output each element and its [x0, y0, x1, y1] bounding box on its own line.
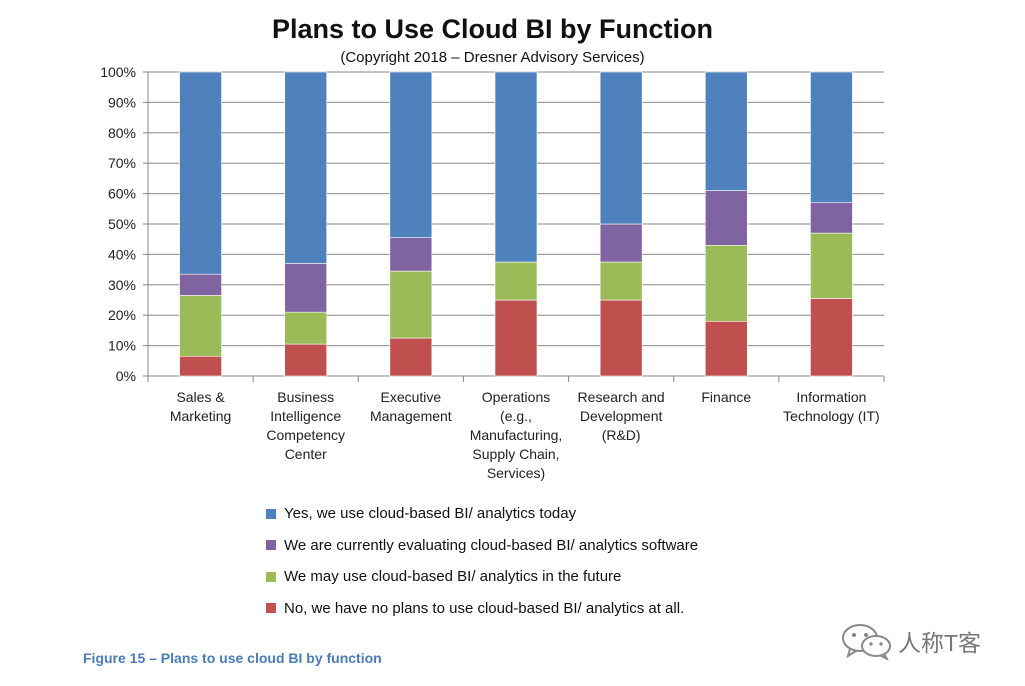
legend-label: We are currently evaluating cloud-based … — [284, 536, 699, 554]
chart-legend: Yes, we use cloud-based BI/ analytics to… — [266, 498, 698, 624]
watermark: 人称T客 — [840, 622, 981, 660]
legend-label: Yes, we use cloud-based BI/ analytics to… — [284, 505, 577, 523]
legend-item: Yes, we use cloud-based BI/ analytics to… — [266, 498, 698, 530]
bar-segment — [389, 270, 433, 339]
legend-item: We may use cloud-based BI/ analytics in … — [266, 561, 698, 593]
legend-swatch — [266, 603, 276, 614]
bar-segment — [704, 71, 748, 191]
x-category-label-line: Services) — [487, 465, 545, 481]
x-category-label-line: (R&D) — [602, 427, 641, 443]
bar-segment — [599, 223, 643, 263]
wechat-logo-icon — [842, 624, 891, 660]
x-category-label: Sales & Marketing — [170, 389, 231, 424]
y-tick-label: 60% — [108, 186, 136, 202]
y-tick-label: 10% — [108, 338, 136, 354]
x-category-label-line: Technology (IT) — [783, 408, 879, 424]
bar-segment — [494, 261, 538, 301]
legend-swatch — [266, 540, 276, 551]
bar-segment — [704, 320, 748, 377]
legend-item: No, we have no plans to use cloud-based … — [266, 593, 698, 625]
legend-swatch — [266, 571, 276, 582]
bar-segment — [389, 237, 433, 272]
x-category-label-line: Research and — [578, 389, 665, 405]
x-category-label: Information Technology (IT) — [783, 389, 879, 424]
y-tick-label: 40% — [108, 246, 136, 262]
bar-segment — [389, 71, 433, 238]
x-category-label-line: (e.g., — [500, 408, 532, 424]
bar-segment — [179, 295, 222, 357]
bar-segment — [179, 71, 222, 275]
bar-segment — [284, 311, 328, 345]
x-category-label-line: Executive — [381, 389, 442, 405]
chart-title: Plans to Use Cloud BI by Function — [271, 14, 714, 44]
bar-segment — [179, 273, 222, 296]
bar-segment — [494, 299, 538, 377]
bar-segment — [810, 202, 853, 234]
y-tick-label: 100% — [100, 64, 136, 80]
x-category-label: Business Intelligence Competency Center — [266, 389, 345, 462]
x-category-label-line: Management — [370, 408, 452, 424]
y-tick-label: 20% — [108, 307, 136, 323]
bar-segment — [179, 355, 222, 377]
bar-segment — [599, 299, 643, 377]
legend-label: No, we have no plans to use cloud-based … — [284, 599, 685, 617]
watermark-text: 人称T客 — [898, 630, 982, 656]
y-tick-label: 90% — [108, 94, 136, 110]
bar-segment — [284, 71, 328, 264]
chart-plot: 0% 10% 20% 30% 40% 50% 60% 70% 80% 90% 100% Sales &… — [100, 64, 885, 481]
x-category-label-line: Sales & — [176, 389, 225, 405]
bar-segment — [810, 298, 853, 377]
x-category-label-line: Intelligence — [270, 408, 341, 424]
bar-segment — [389, 337, 433, 377]
chart-subtitle: (Copyright 2018 – Dresner Advisory Servi… — [340, 49, 645, 66]
x-category-label-line: Finance — [701, 389, 751, 405]
y-tick-label: 80% — [108, 125, 136, 141]
bar-segment — [599, 71, 643, 225]
x-category-label-line: Business — [277, 389, 334, 405]
legend-item: We are currently evaluating cloud-based … — [266, 530, 698, 562]
figure-caption: Figure 15 – Plans to use cloud BI by fun… — [83, 650, 382, 666]
bar-segment — [810, 71, 853, 204]
legend-label: We may use cloud-based BI/ analytics in … — [284, 568, 622, 586]
x-category-label-line: Development — [580, 408, 663, 424]
legend-swatch — [266, 508, 276, 519]
x-category-label-line: Information — [796, 389, 866, 405]
bar-segment — [494, 71, 538, 263]
x-category-label: Research and Development (R&D) — [578, 389, 665, 443]
x-category-label-line: Competency — [266, 427, 345, 443]
bar-segment — [704, 190, 748, 246]
x-category-label: Finance — [701, 389, 751, 405]
y-tick-label: 0% — [116, 368, 136, 384]
x-category-label-line: Supply Chain, — [472, 446, 559, 462]
bar-segment — [704, 244, 748, 322]
bar-segment — [810, 232, 853, 299]
bar-segment — [284, 343, 328, 377]
x-category-label-line: Marketing — [170, 408, 231, 424]
x-category-label: Executive Management — [370, 389, 452, 424]
x-category-label-line: Manufacturing, — [470, 427, 563, 443]
x-category-label-line: Operations — [482, 389, 550, 405]
y-tick-label: 30% — [108, 277, 136, 293]
y-tick-label: 50% — [108, 216, 136, 232]
y-tick-label: 70% — [108, 155, 136, 171]
x-category-label: Operations (e.g., Manufacturing, Supply Cha… — [470, 389, 563, 481]
bar-segment — [284, 263, 328, 313]
bar-segment — [599, 261, 643, 301]
x-category-label-line: Center — [285, 446, 327, 462]
